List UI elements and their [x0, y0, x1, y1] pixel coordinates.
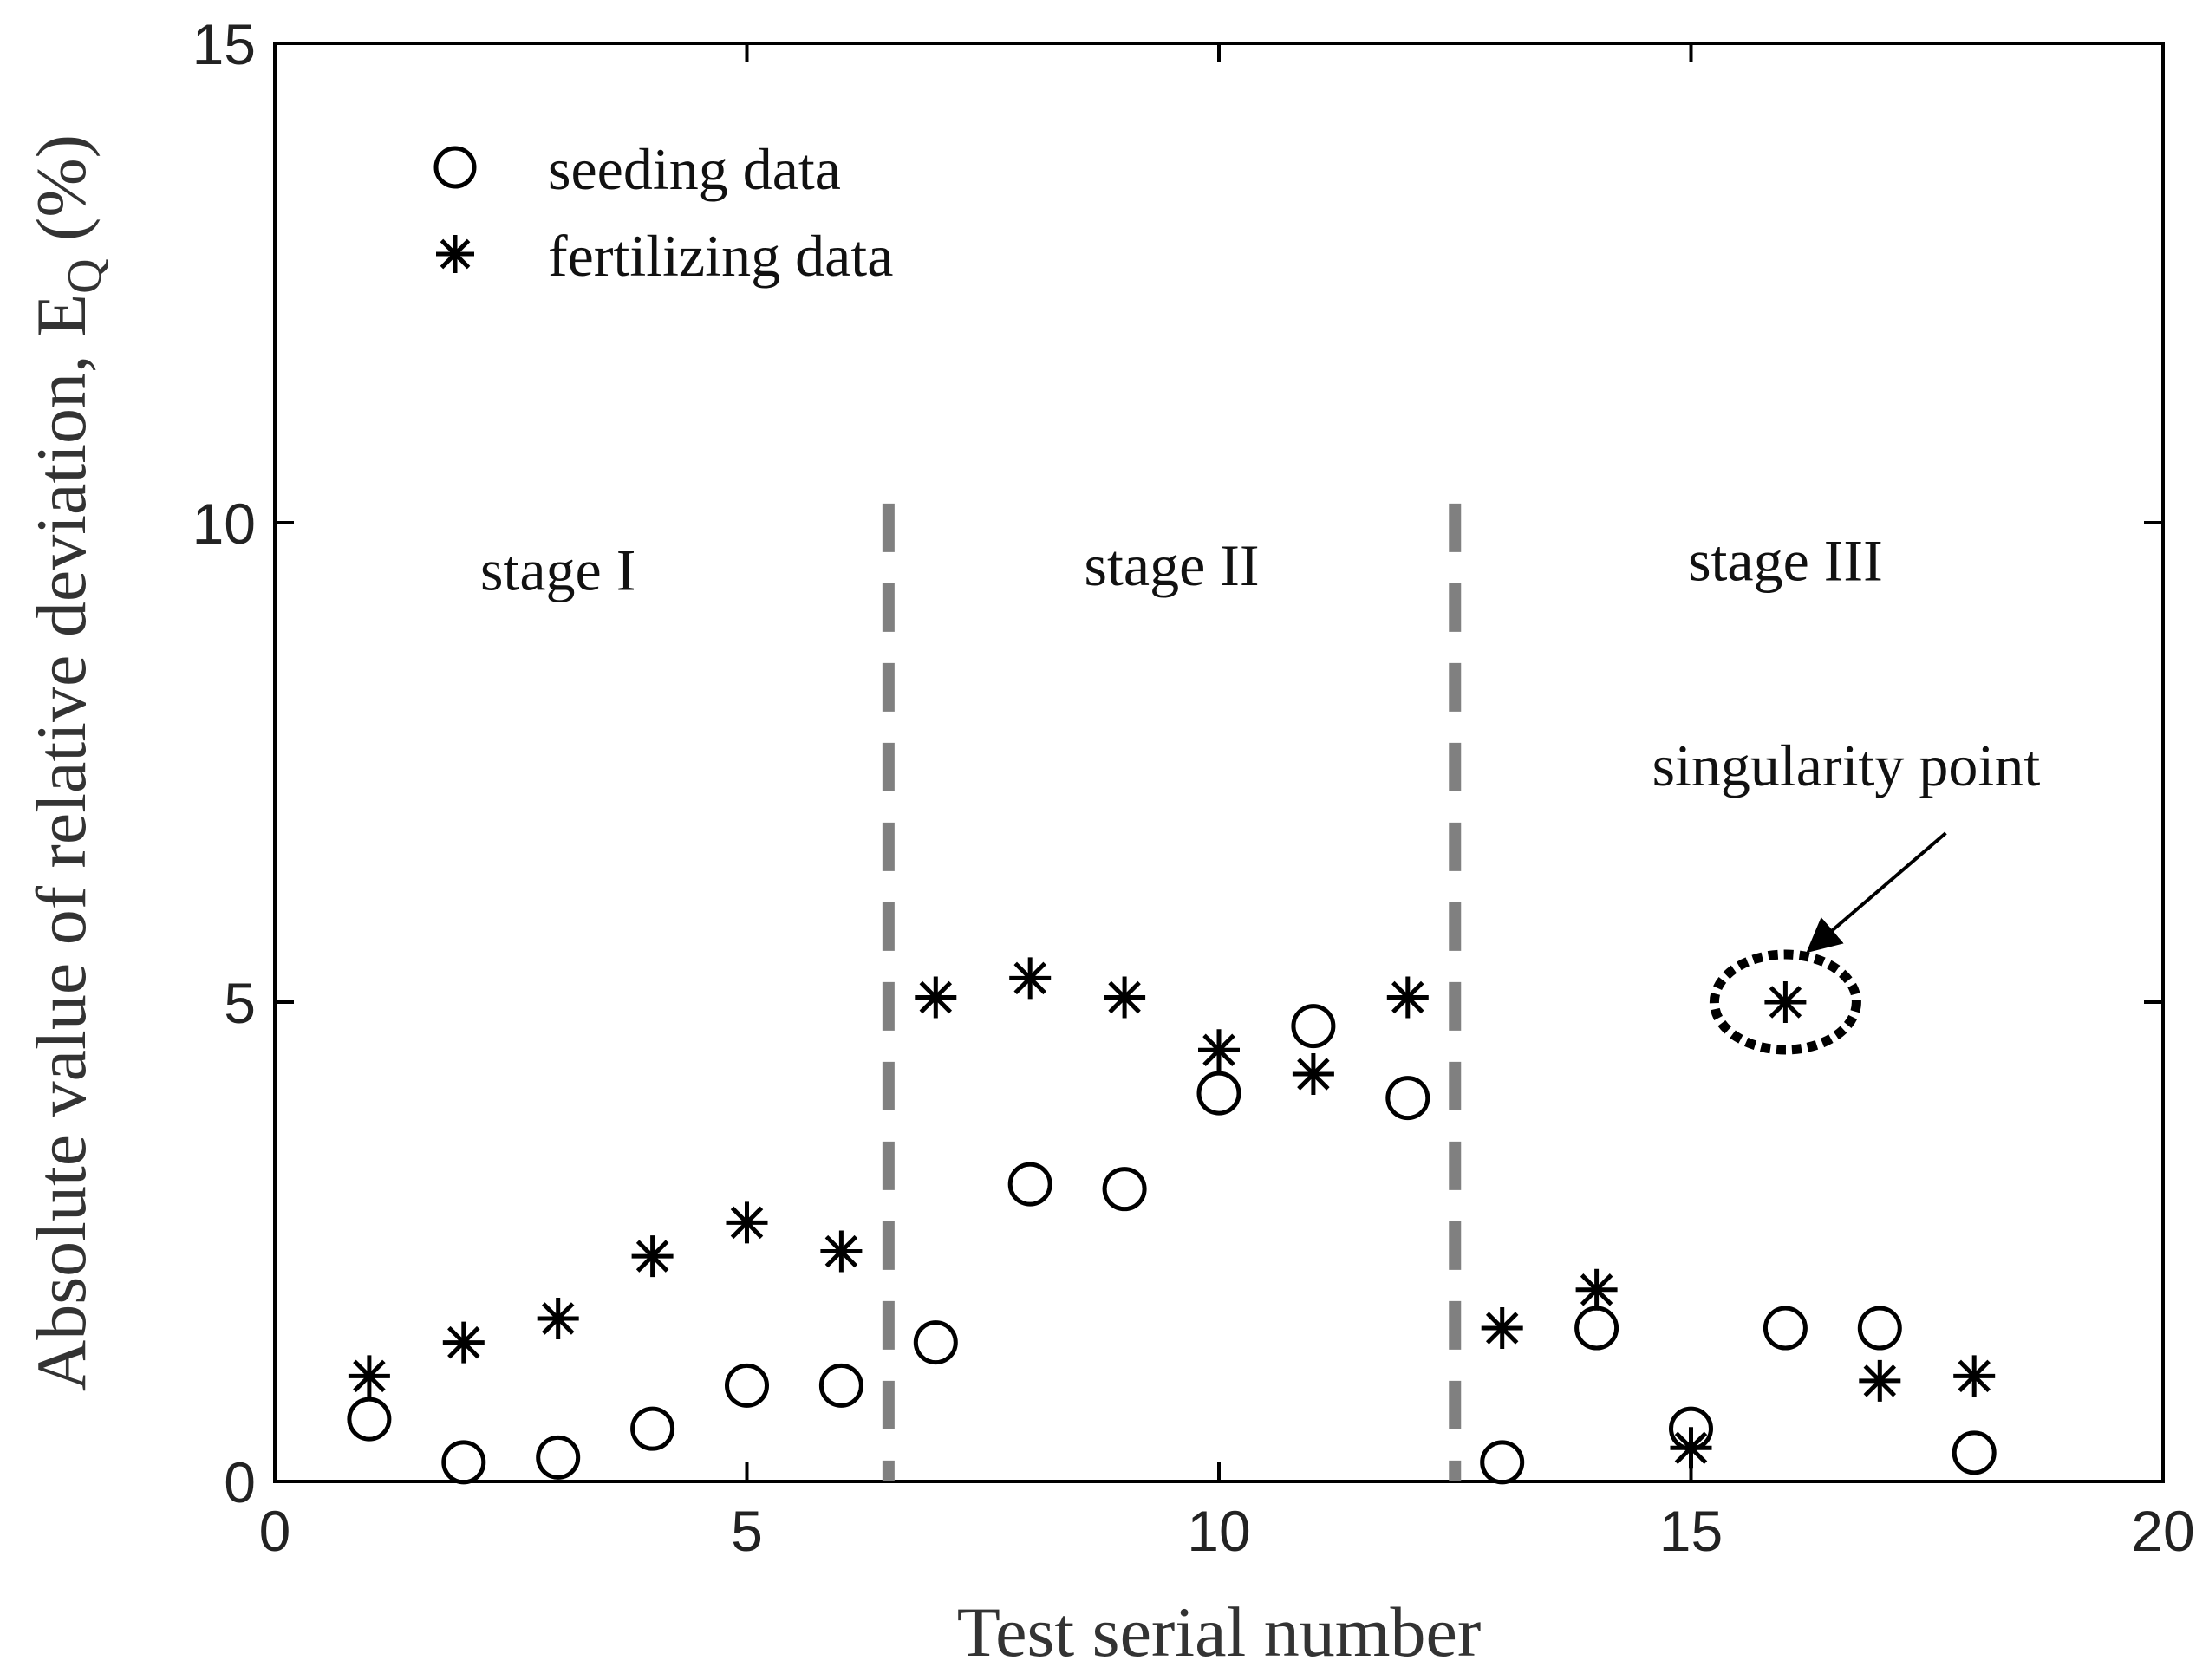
fertilizing-point — [1859, 1359, 1901, 1402]
legend-asterisk-shape — [436, 235, 474, 273]
stage-dividers — [882, 503, 1462, 1481]
seeding-point — [1385, 1076, 1430, 1121]
x-tick-label: 20 — [2131, 1499, 2194, 1563]
series-seeding-data — [347, 1004, 1997, 1485]
fertilizing-point — [1575, 1268, 1618, 1311]
seeding-point — [913, 1320, 958, 1365]
x-axis: 0 5 10 15 20 — [259, 43, 2195, 1563]
singularity-ellipse — [1709, 949, 1861, 1055]
legend: seeding data fertilizing data — [433, 136, 893, 289]
fertilizing-point — [1292, 1052, 1334, 1095]
stage-label: stage II — [1085, 532, 1260, 598]
y-axis-title-subscript: Q — [58, 258, 112, 293]
seeding-point — [725, 1363, 769, 1408]
y-tick-label: 0 — [224, 1450, 256, 1514]
y-tick-label: 10 — [192, 492, 256, 556]
x-tick-label: 15 — [1659, 1499, 1723, 1563]
fertilizing-point — [1198, 1029, 1240, 1071]
x-tick-label: 10 — [1187, 1499, 1250, 1563]
seeding-point — [1196, 1071, 1241, 1116]
fertilizing-point — [442, 1321, 485, 1364]
legend-circle-marker — [433, 146, 477, 189]
fertilizing-point — [1953, 1355, 1996, 1397]
seeding-point — [441, 1440, 486, 1485]
fertilizing-point — [820, 1230, 863, 1273]
singularity-label: singularity point — [1652, 733, 2041, 798]
seeding-point — [1574, 1306, 1619, 1351]
series-fertilizing-data — [348, 957, 1996, 1469]
seeding-point — [1291, 1004, 1336, 1049]
seeding-point — [1857, 1306, 1902, 1351]
x-axis-title: Test serial number — [957, 1592, 1482, 1671]
fertilizing-point — [1009, 957, 1052, 1000]
stage-label: stage III — [1688, 527, 1883, 593]
y-axis-title-main: Absolute value of relative deviation, E — [22, 294, 101, 1391]
fertilizing-point — [1386, 976, 1429, 1019]
fertilizing-point — [915, 976, 957, 1019]
fertilizing-point — [348, 1355, 390, 1397]
singularity-arrow — [1806, 831, 1947, 954]
fertilizing-point — [726, 1201, 768, 1244]
fertilizing-point — [1670, 1427, 1712, 1469]
legend-asterisk-marker — [436, 235, 474, 273]
stage-label: stage I — [480, 537, 635, 602]
seeding-point — [1007, 1162, 1052, 1207]
fertilizing-point — [1104, 976, 1146, 1019]
fertilizing-point — [1764, 981, 1807, 1023]
fertilizing-point — [1481, 1307, 1523, 1350]
y-axis-title-unit: (%) — [22, 134, 101, 258]
fertilizing-point — [631, 1235, 674, 1278]
x-tick-label: 0 — [259, 1499, 291, 1563]
seeding-point — [818, 1363, 863, 1408]
legend-label-fertilizing: fertilizing data — [548, 223, 893, 289]
legend-label-seeding: seeding data — [548, 136, 841, 202]
y-axis: 0 5 10 15 — [192, 12, 2163, 1514]
fertilizing-point — [537, 1297, 579, 1339]
y-axis-title: Absolute value of relative deviation, EQ… — [22, 134, 112, 1391]
x-tick-label: 5 — [731, 1499, 763, 1563]
seeding-point — [1952, 1430, 1997, 1475]
y-tick-label: 5 — [224, 971, 256, 1035]
seeding-point — [1102, 1167, 1147, 1212]
seeding-point — [1480, 1440, 1525, 1485]
singularity-annotation: singularity point — [1652, 733, 2041, 1055]
y-tick-label: 15 — [192, 12, 256, 76]
seeding-point — [536, 1435, 581, 1480]
seeding-point — [347, 1397, 392, 1442]
seeding-point — [630, 1406, 675, 1451]
seeding-point — [1763, 1306, 1808, 1351]
stage-labels: stage I stage II stage III — [480, 527, 1883, 602]
